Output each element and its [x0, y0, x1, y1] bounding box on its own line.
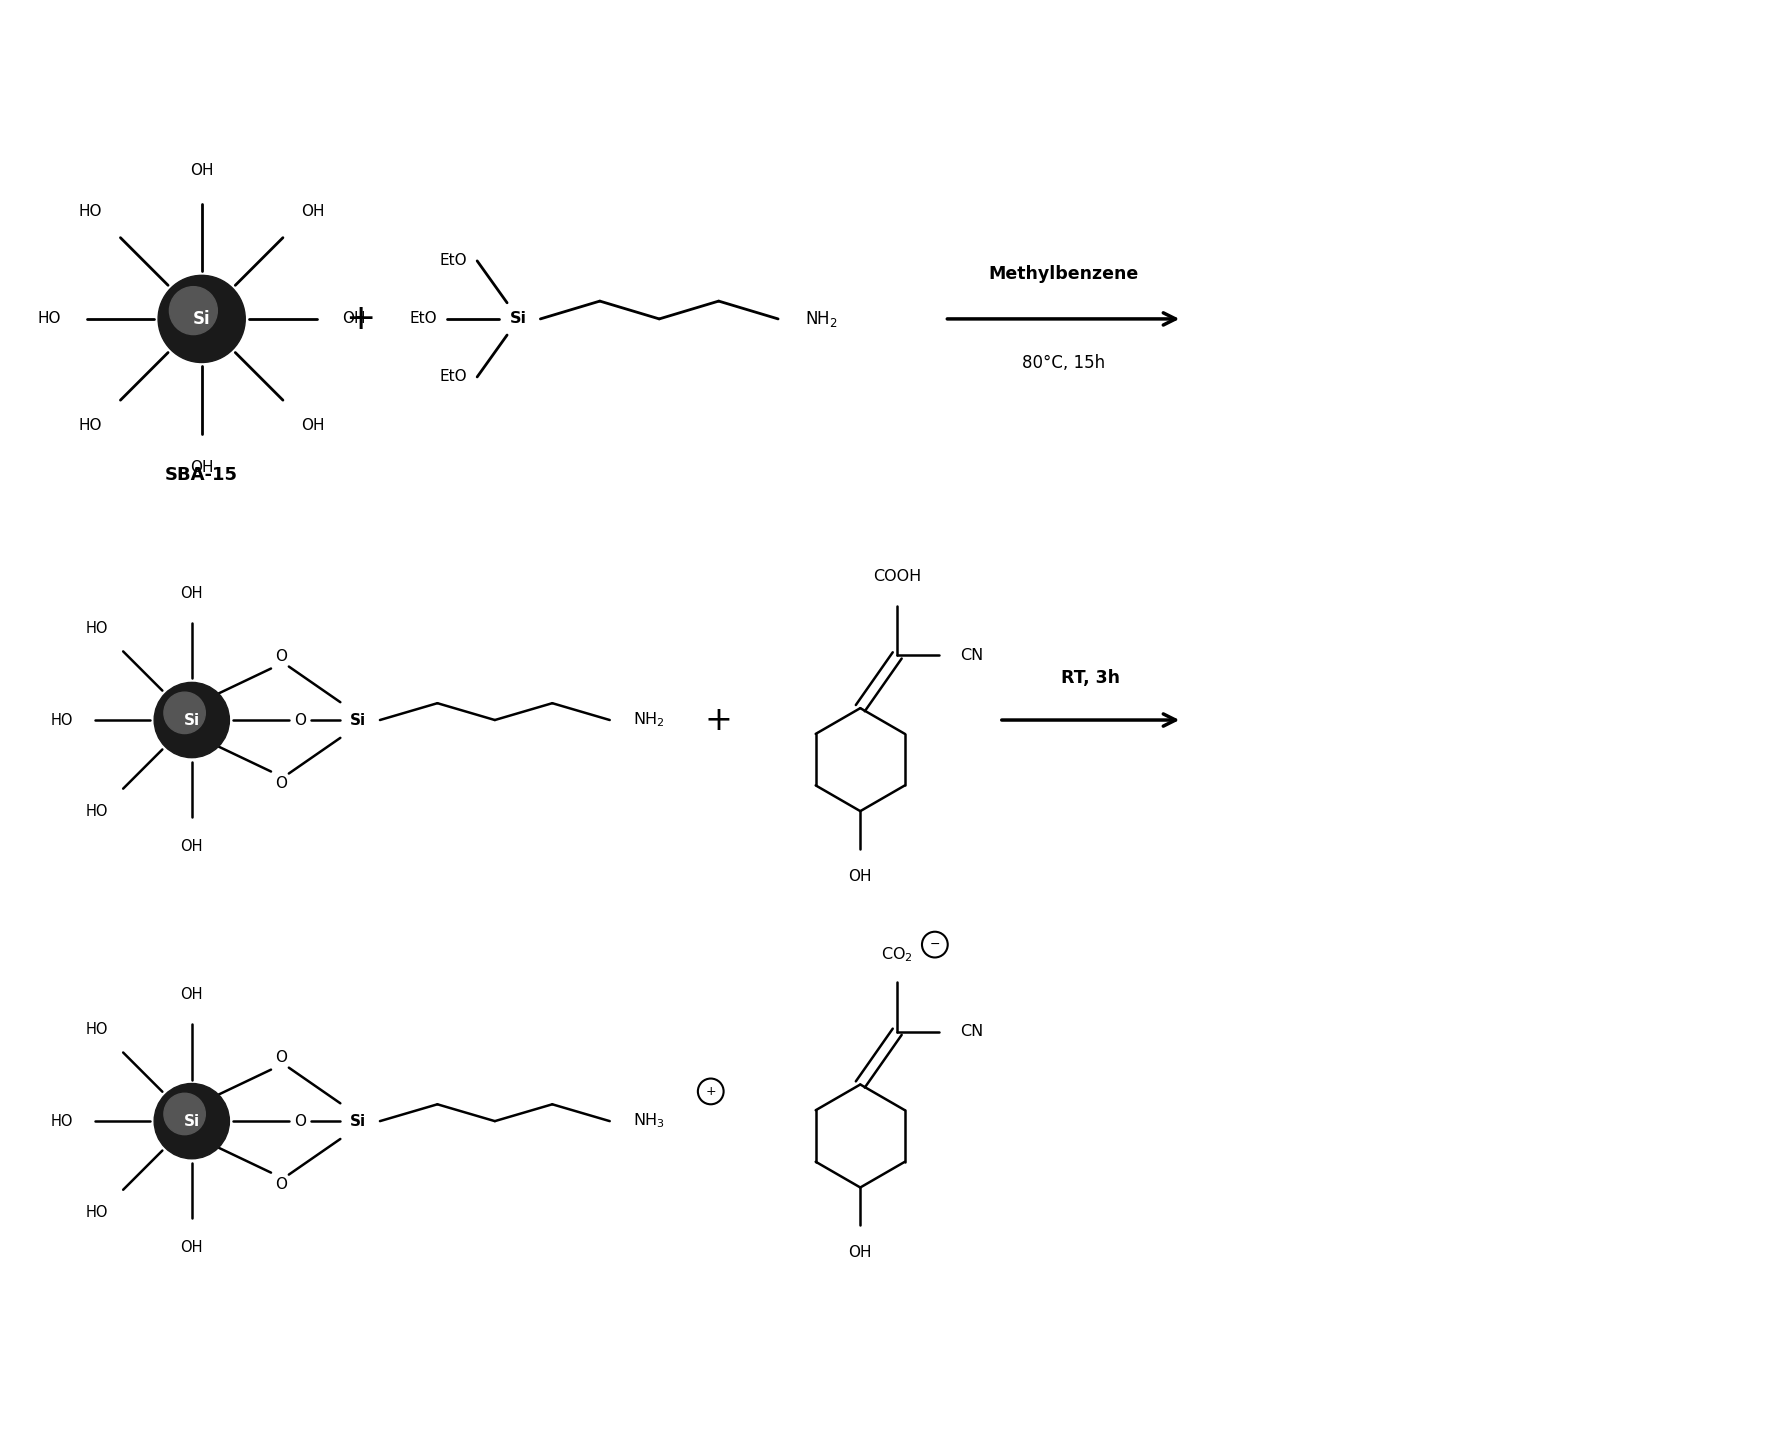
- Text: Si: Si: [351, 1114, 367, 1129]
- Text: OH: OH: [190, 163, 214, 178]
- Circle shape: [155, 682, 230, 757]
- Text: OH: OH: [847, 868, 872, 883]
- Text: O: O: [294, 712, 306, 727]
- Circle shape: [169, 286, 217, 335]
- Text: +: +: [705, 1085, 716, 1098]
- Text: HO: HO: [50, 1114, 73, 1129]
- Text: OH: OH: [301, 419, 324, 433]
- Text: HO: HO: [85, 803, 107, 819]
- Text: Methylbenzene: Methylbenzene: [988, 266, 1137, 283]
- Text: Si: Si: [509, 312, 527, 327]
- Text: OH: OH: [180, 987, 203, 1003]
- Text: HO: HO: [37, 312, 61, 327]
- Text: RT, 3h: RT, 3h: [1061, 669, 1120, 688]
- Text: HO: HO: [78, 205, 101, 220]
- Text: −: −: [929, 938, 940, 951]
- Circle shape: [158, 276, 246, 363]
- Text: OH: OH: [190, 460, 214, 474]
- Text: O: O: [294, 1114, 306, 1129]
- Text: OH: OH: [342, 312, 365, 327]
- Text: NH$_2$: NH$_2$: [805, 309, 837, 329]
- Text: OH: OH: [180, 1240, 203, 1254]
- Text: NH$_2$: NH$_2$: [634, 711, 664, 730]
- Text: HO: HO: [85, 1022, 107, 1038]
- Text: CN: CN: [959, 1025, 983, 1039]
- Circle shape: [164, 692, 205, 734]
- Text: Si: Si: [351, 712, 367, 727]
- Text: OH: OH: [301, 205, 324, 220]
- Text: NH$_3$: NH$_3$: [634, 1111, 664, 1130]
- Circle shape: [155, 1084, 230, 1159]
- Text: EtO: EtO: [409, 312, 438, 327]
- Text: HO: HO: [78, 419, 101, 433]
- Text: O: O: [274, 1178, 287, 1192]
- Text: CN: CN: [959, 647, 983, 663]
- Text: HO: HO: [85, 1205, 107, 1220]
- Text: 80°C, 15h: 80°C, 15h: [1022, 354, 1104, 373]
- Circle shape: [164, 1094, 205, 1134]
- Text: EtO: EtO: [440, 370, 466, 384]
- Text: HO: HO: [50, 712, 73, 727]
- Text: O: O: [274, 1051, 287, 1065]
- Text: SBA-15: SBA-15: [166, 467, 239, 484]
- Text: COOH: COOH: [872, 569, 920, 584]
- Text: HO: HO: [85, 621, 107, 636]
- Text: O: O: [274, 649, 287, 665]
- Text: OH: OH: [847, 1246, 872, 1260]
- Text: +: +: [345, 302, 376, 335]
- Text: CO$_2$: CO$_2$: [881, 945, 913, 964]
- Text: O: O: [274, 776, 287, 790]
- Text: Si: Si: [183, 712, 199, 727]
- Text: Si: Si: [183, 1114, 199, 1129]
- Text: OH: OH: [180, 587, 203, 601]
- Text: Si: Si: [192, 309, 210, 328]
- Text: OH: OH: [180, 840, 203, 854]
- Text: +: +: [705, 704, 732, 737]
- Text: EtO: EtO: [440, 253, 466, 269]
